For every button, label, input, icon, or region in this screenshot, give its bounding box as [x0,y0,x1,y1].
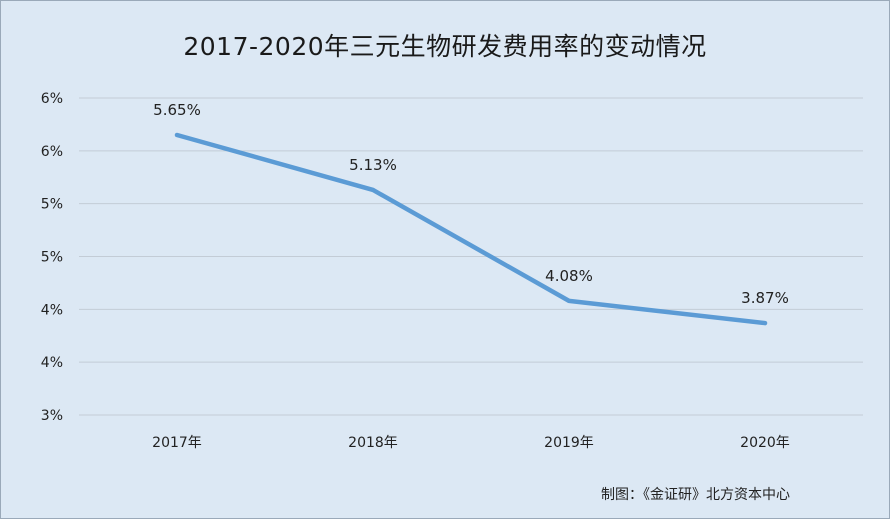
data-label: 3.87% [741,289,789,307]
y-tick-label: 4% [41,355,63,371]
y-tick-label: 4% [41,302,63,318]
data-label: 4.08% [545,267,593,285]
y-tick-label: 5% [41,250,63,266]
data-point [763,321,767,326]
y-tick-label: 6% [41,91,63,107]
x-tick-label: 2020年 [740,435,790,451]
chart-source-note: 制图：《金证研》北方资本中心 [601,487,790,503]
data-point [371,187,375,192]
chart-title: 2017-2020年三元生物研发费用率的变动情况 [183,32,707,61]
x-tick-label: 2018年 [348,435,398,451]
series-line [174,132,768,326]
data-point [567,298,571,303]
x-tick-label: 2017年 [152,435,202,451]
data-label: 5.13% [349,156,397,174]
y-tick-label: 5% [41,197,63,213]
x-tick-label: 2019年 [544,435,594,451]
y-tick-label: 3% [41,408,63,424]
y-tick-label: 6% [41,144,63,160]
data-label: 5.65% [153,101,201,119]
data-point [175,132,179,137]
